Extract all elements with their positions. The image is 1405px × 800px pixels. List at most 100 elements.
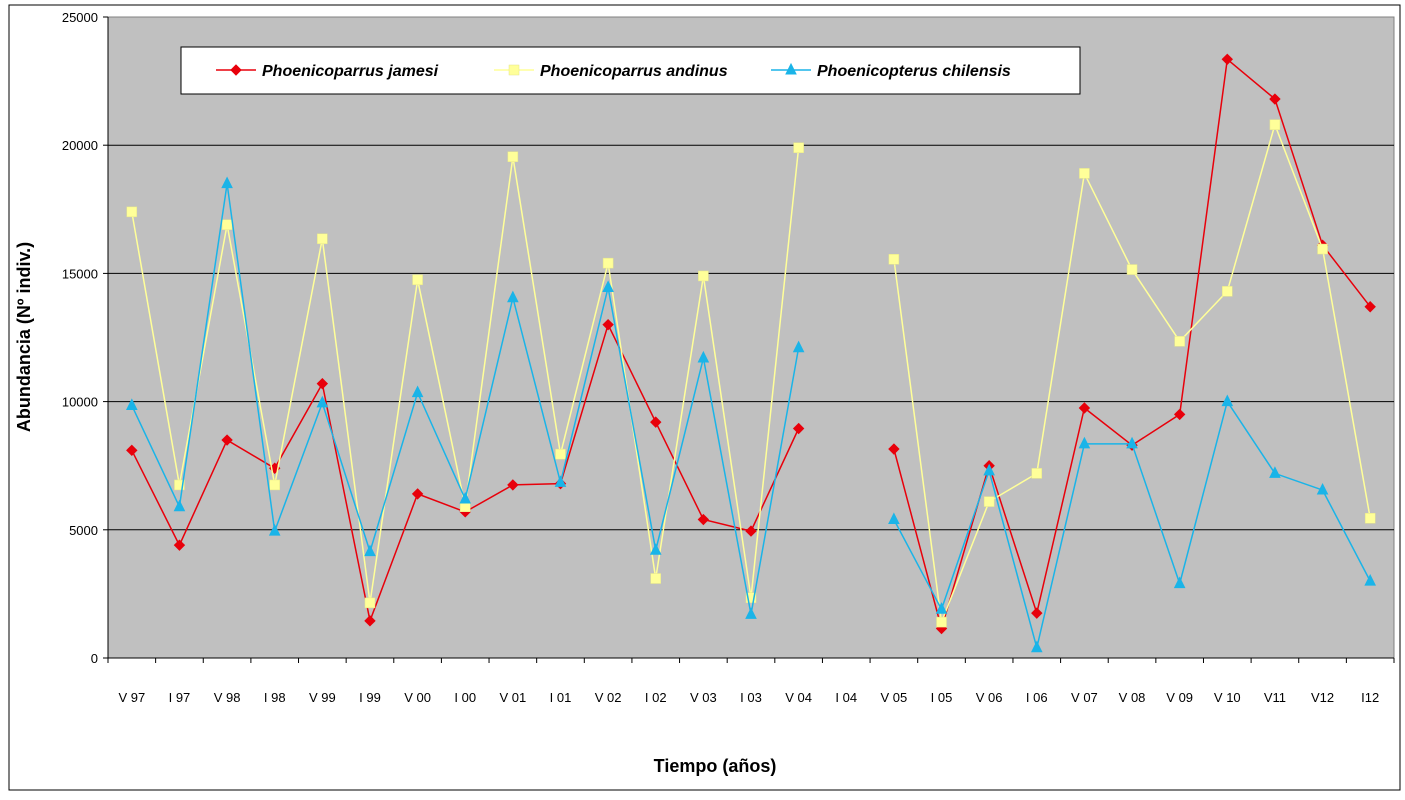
data-point <box>983 496 995 507</box>
data-point <box>602 318 614 331</box>
data-point <box>745 592 757 603</box>
data-point <box>1173 408 1186 421</box>
x-tick-label: V 01 <box>499 690 526 705</box>
data-point <box>1221 53 1234 66</box>
data-point <box>221 434 233 446</box>
data-point <box>792 340 805 353</box>
x-tick-label: V 99 <box>309 690 336 705</box>
data-point <box>126 398 138 410</box>
x-tick-label: I12 <box>1361 690 1379 705</box>
legend-label: Phoenicoparrus jamesi <box>262 63 439 80</box>
data-point <box>935 602 948 614</box>
data-point <box>602 257 614 269</box>
x-tick-label: I 03 <box>740 690 762 705</box>
data-point <box>1364 301 1376 313</box>
data-point <box>698 270 709 282</box>
data-point <box>1174 336 1185 347</box>
data-point <box>1126 264 1138 275</box>
data-point <box>507 290 519 303</box>
data-point <box>888 443 900 455</box>
data-point <box>650 416 662 428</box>
x-tick-label: I 02 <box>645 690 667 705</box>
data-point <box>1221 394 1234 407</box>
x-tick-label: I 04 <box>835 690 857 705</box>
data-point <box>174 479 185 491</box>
x-tick-label: V 04 <box>785 690 812 705</box>
data-point <box>1173 576 1186 589</box>
x-tick-label: I 05 <box>931 690 953 705</box>
x-tick-label: V 03 <box>690 690 717 705</box>
data-point <box>1317 243 1328 255</box>
data-point <box>316 395 329 408</box>
data-point <box>1126 436 1138 449</box>
data-point <box>697 350 710 363</box>
data-point <box>507 479 519 491</box>
x-tick-label: V 10 <box>1214 690 1241 705</box>
data-point <box>792 422 805 435</box>
x-tick-label: V 98 <box>214 690 241 705</box>
data-point <box>173 539 186 551</box>
x-tick-label: I 00 <box>454 690 476 705</box>
data-point <box>983 463 995 476</box>
data-point <box>649 543 662 555</box>
legend-label: Phoenicopterus chilensis <box>817 63 1011 80</box>
data-point <box>555 448 566 460</box>
data-point <box>317 233 328 245</box>
x-tick-label: V11 <box>1264 690 1286 705</box>
x-tick-label: V 97 <box>118 690 145 705</box>
data-point <box>411 385 424 398</box>
series-layer <box>126 53 1376 653</box>
x-tick-label: V 05 <box>881 690 908 705</box>
x-tick-label: V12 <box>1311 690 1334 705</box>
data-point <box>1031 607 1043 619</box>
x-tick-label: V 06 <box>976 690 1003 705</box>
x-tick-label: I 01 <box>550 690 572 705</box>
y-tick-label: 20000 <box>62 138 98 153</box>
data-point <box>745 607 757 619</box>
y-tick-label: 25000 <box>62 10 98 25</box>
data-point <box>316 377 329 390</box>
legend-box <box>180 46 1081 95</box>
data-point <box>1364 573 1376 586</box>
data-point <box>221 219 233 230</box>
data-point <box>936 616 947 628</box>
data-point <box>1364 513 1376 524</box>
data-point <box>1269 93 1281 105</box>
data-point <box>412 274 423 286</box>
legend-entry: Phoenicoparrus jamesi <box>216 63 439 80</box>
x-tick-label: V 00 <box>404 690 431 705</box>
data-point <box>888 512 900 525</box>
x-axis-label: Tiempo (años) <box>654 756 777 776</box>
data-point <box>745 525 757 537</box>
y-axis-label: Abundancia (Nº indiv.) <box>14 242 34 432</box>
series-2 <box>126 119 1376 628</box>
series-3 <box>126 176 1376 653</box>
y-tick-label: 15000 <box>62 266 98 281</box>
data-point <box>1316 482 1329 495</box>
data-point <box>126 206 138 218</box>
data-point <box>364 544 376 557</box>
y-tick-label: 10000 <box>62 395 98 410</box>
x-tick-label: I 98 <box>264 690 286 705</box>
x-tick-label: I 06 <box>1026 690 1048 705</box>
data-point <box>650 573 661 584</box>
x-tick-label: I 99 <box>359 690 381 705</box>
plot-area <box>107 16 1395 659</box>
x-tick-label: V 02 <box>595 690 622 705</box>
data-point <box>793 142 804 154</box>
legend-entry: Phoenicopterus chilensis <box>771 62 1011 80</box>
data-point <box>459 491 472 504</box>
data-point <box>1269 466 1281 478</box>
data-point <box>126 444 138 457</box>
x-tick-label: V 07 <box>1071 690 1098 705</box>
legend-marker <box>230 64 242 76</box>
data-point <box>268 523 281 536</box>
data-point <box>1079 168 1090 179</box>
data-point <box>364 597 376 609</box>
data-point <box>697 513 710 526</box>
data-point <box>602 280 614 293</box>
data-point <box>1078 402 1091 414</box>
data-point <box>1030 640 1043 653</box>
data-point <box>1222 286 1233 297</box>
